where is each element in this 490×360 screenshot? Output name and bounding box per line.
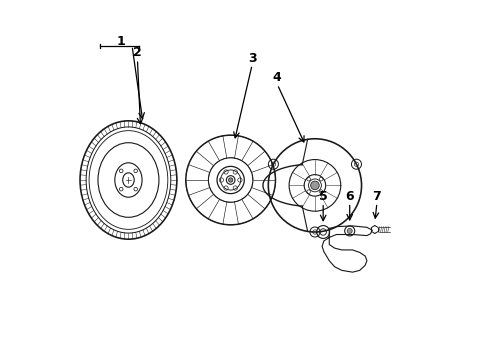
Text: 5: 5 [319, 190, 327, 203]
Text: 2: 2 [133, 46, 142, 59]
Text: 6: 6 [345, 190, 354, 203]
Text: 1: 1 [117, 35, 125, 49]
Text: 3: 3 [248, 51, 256, 64]
Circle shape [311, 181, 319, 190]
Circle shape [228, 178, 233, 182]
Circle shape [347, 228, 352, 233]
Text: 7: 7 [372, 190, 381, 203]
Text: 4: 4 [273, 71, 282, 84]
